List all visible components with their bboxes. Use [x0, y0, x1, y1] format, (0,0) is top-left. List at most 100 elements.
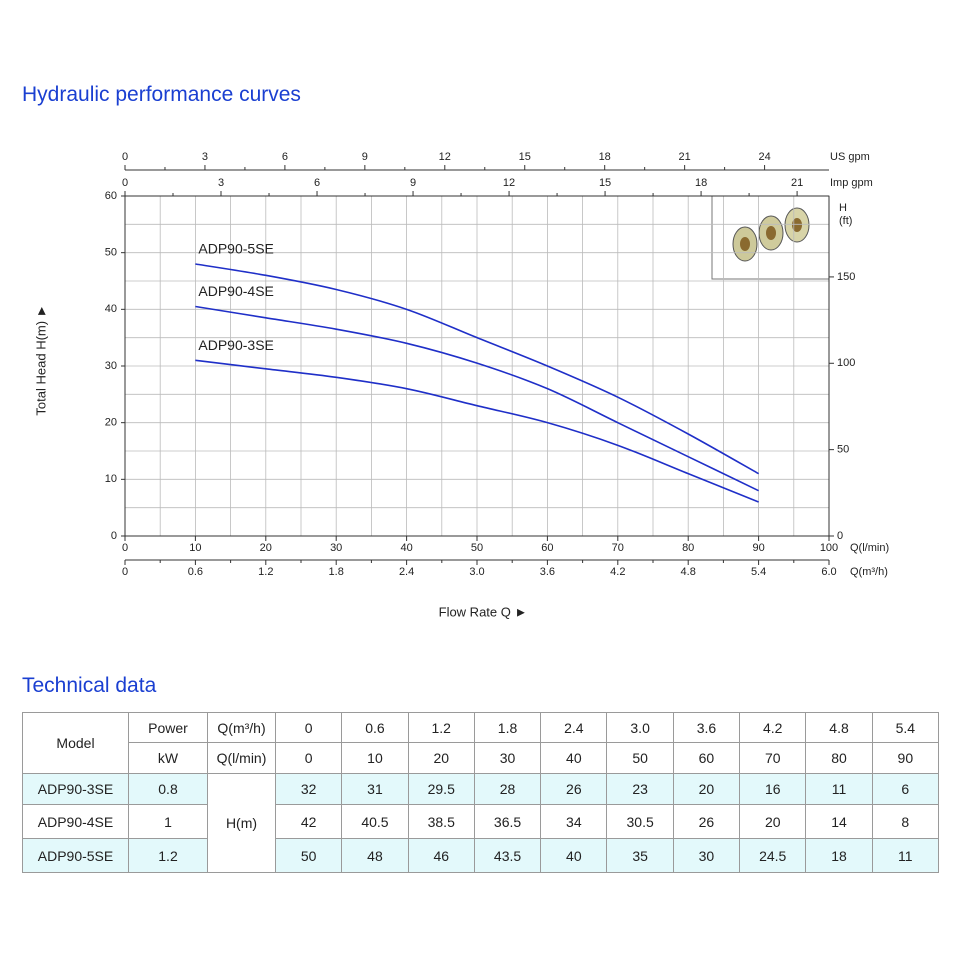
secondary-tick-label: 21	[679, 151, 691, 163]
y2-tick-label: 50	[837, 444, 849, 456]
performance-curve	[195, 359, 759, 503]
secondary-tick-label: 6.0	[821, 566, 836, 578]
secondary-tick-label: 3.6	[540, 566, 555, 578]
table-cell: 10	[341, 742, 409, 774]
performance-curve	[195, 263, 759, 475]
curve-label: ADP90-4SE	[198, 283, 273, 299]
secondary-tick-label: 15	[519, 151, 531, 163]
secondary-tick-label: 0	[122, 151, 128, 163]
x-tick-label: 70	[612, 542, 624, 554]
table-cell: 8	[871, 804, 939, 839]
y2-axis-title: (ft)	[839, 215, 852, 227]
y-tick-label: 50	[105, 247, 117, 259]
table-cell: 0	[274, 742, 343, 774]
performance-curve	[195, 305, 759, 492]
table-row: ADP90-4SE 1 42 40.5 38.5 36.5 34 30.5 26 20 14 8	[22, 804, 939, 839]
table-cell: 29.5	[407, 773, 475, 805]
secondary-tick-label: 18	[695, 177, 707, 189]
table-cell: 4.2	[739, 712, 807, 743]
secondary-tick-label: 12	[503, 177, 515, 189]
table-cell: 24.5	[739, 838, 807, 873]
table-cell: Power	[128, 712, 208, 743]
x-tick-label: 20	[260, 542, 272, 554]
table-cell: 40.5	[341, 804, 409, 839]
x-tick-label: 80	[682, 542, 694, 554]
table-cell: 1.8	[473, 712, 542, 743]
table-cell: ADP90-4SE	[22, 804, 129, 839]
table-cell: 26	[672, 804, 741, 839]
table-cell: 40	[540, 838, 608, 873]
table-cell: 40	[540, 742, 608, 774]
secondary-tick-label: 5.4	[751, 566, 766, 578]
secondary-tick-label: 4.8	[681, 566, 696, 578]
technical-table: Model Power Q(m³/h) 0 0.6 1.2 1.8 2.4 3.0 3.6 4.2 4…	[22, 712, 939, 873]
table-cell: 30	[473, 742, 542, 774]
y2-tick-label: 150	[837, 271, 855, 283]
table-cell: 16	[739, 773, 807, 805]
x-tick-label: 40	[400, 542, 412, 554]
table-cell: 3.6	[672, 712, 741, 743]
secondary-tick-label: 15	[599, 177, 611, 189]
table-cell: 90	[871, 742, 939, 774]
y-tick-label: 30	[105, 360, 117, 372]
table-cell: 28	[473, 773, 542, 805]
secondary-tick-label: 3	[202, 151, 208, 163]
table-cell: 35	[606, 838, 674, 873]
table-cell: 1.2	[128, 838, 208, 873]
x-tick-label: 50	[471, 542, 483, 554]
secondary-unit-label: Q(m³/h)	[850, 566, 888, 578]
x-tick-label: 60	[541, 542, 553, 554]
table-row: ADP90-3SE 0.8 H(m) 32 31 29.5 28 26 23 20 16 11 6	[22, 773, 939, 873]
table-cell: 20	[672, 773, 741, 805]
table-cell: 38.5	[407, 804, 475, 839]
table-cell: 36.5	[473, 804, 542, 839]
secondary-tick-label: 1.2	[258, 566, 273, 578]
section-title: Technical data	[22, 674, 157, 697]
secondary-tick-label: 9	[410, 177, 416, 189]
table-cell: 0	[274, 712, 343, 743]
secondary-tick-label: 4.2	[610, 566, 625, 578]
secondary-tick-label: 6	[282, 151, 288, 163]
y-tick-label: 60	[105, 190, 117, 202]
table-cell: 2.4	[540, 712, 608, 743]
section-title: Hydraulic performance curves	[22, 83, 301, 106]
secondary-tick-label: 0.6	[188, 566, 203, 578]
chart: 0 10 20 30 40 50 60 70 80 90 100 Q(l/min)Flow Rate …	[33, 151, 889, 620]
table-cell: 1.2	[407, 712, 475, 743]
table-cell: 6	[871, 773, 939, 805]
secondary-tick-label: 0	[122, 177, 128, 189]
table-row: Model Power Q(m³/h) 0 0.6 1.2 1.8 2.4 3.0 3.6 4.2 4…	[22, 712, 939, 774]
secondary-unit-label: Imp gpm	[830, 177, 873, 189]
secondary-tick-label: 2.4	[399, 566, 414, 578]
table-cell: 5.4	[871, 712, 939, 743]
y-tick-label: 40	[105, 303, 117, 315]
secondary-tick-label: 21	[791, 177, 803, 189]
x-unit-label: Q(l/min)	[850, 542, 889, 554]
table-cell: 80	[805, 742, 873, 774]
secondary-tick-label: 18	[599, 151, 611, 163]
table-cell: 46	[407, 838, 475, 873]
table-cell: 60	[672, 742, 741, 774]
table-cell: 0.6	[341, 712, 409, 743]
x-tick-label: 10	[189, 542, 201, 554]
table-cell: H(m)	[207, 773, 276, 873]
table-cell: 3.0	[606, 712, 674, 743]
table-cell: 50	[606, 742, 674, 774]
table-cell: ADP90-5SE	[22, 838, 129, 873]
secondary-tick-label: 3	[218, 177, 224, 189]
table-cell: 23	[606, 773, 674, 805]
x-tick-label: 0	[122, 542, 128, 554]
table-cell: 11	[871, 838, 939, 873]
table-cell: 18	[805, 838, 873, 873]
y-tick-label: 10	[105, 473, 117, 485]
table-cell: 48	[341, 838, 409, 873]
secondary-tick-label: 0	[122, 566, 128, 578]
secondary-tick-label: 12	[439, 151, 451, 163]
table-cell: 43.5	[473, 838, 542, 873]
y-tick-label: 0	[111, 530, 117, 542]
table-row: ADP90-5SE 1.2 50 48 46 43.5 40 35 30 24.5 18 11	[22, 838, 939, 873]
secondary-tick-label: 1.8	[329, 566, 344, 578]
table-cell: 70	[739, 742, 807, 774]
secondary-tick-label: 6	[314, 177, 320, 189]
